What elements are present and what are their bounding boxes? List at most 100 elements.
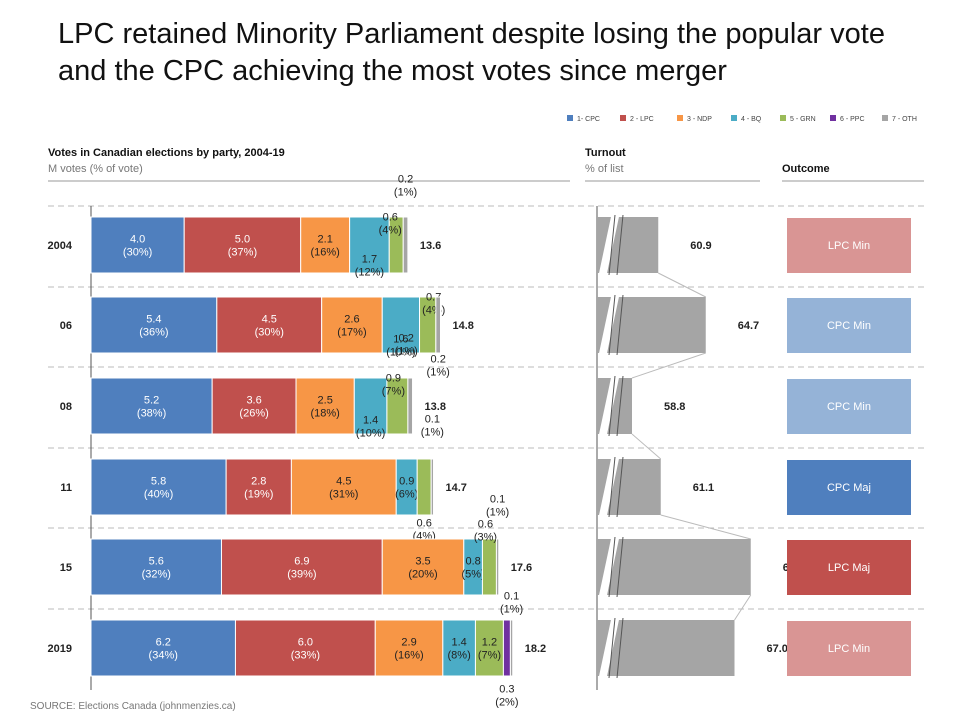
axis-break-line [608,294,616,356]
data-label-cpc: 5.4 (36%) [139,314,168,339]
turnout-label: 64.7 [738,320,759,332]
data-label-grn: 1.2 (7%) [478,637,501,662]
bar-ndp [290,458,397,516]
legend-label: 2 - LPC [630,116,654,123]
legend-item-lpc: 2 - LPC [620,115,654,123]
outcome-06: CPC Min [787,298,911,353]
total-label: 13.6 [420,240,441,252]
legend-label: 4 - BQ [741,116,762,123]
total-label: 14.7 [446,482,467,494]
legend-label: 6 - PPC [840,116,865,123]
legend-item-grn: 5 - GRN [780,115,816,123]
outcome-2004: LPC Min [787,218,911,273]
bar-ndp [374,619,444,677]
data-label-grn: 0.6 (4%) [379,212,402,237]
bar-lpc [211,377,297,435]
data-label-ndp: 4.5 (31%) [329,476,358,501]
axis-break-line [616,375,624,437]
outcome-boxes: LPC Min CPC Min CPC Min CPC Maj LPC Maj LPC M… [787,218,911,676]
data-label-oth: 0.2 (1%) [394,174,417,199]
axis-break-gap [598,215,620,275]
axis-break-gap [598,295,620,355]
category-label: 11 [60,482,72,494]
bar-oth [509,619,514,677]
legend-label: 7 - OTH [892,116,917,123]
legend-item-bq: 4 - BQ [731,115,762,123]
legend-item-oth: 7 - OTH [882,115,917,123]
data-label-bq: 1.4 (10%) [356,415,385,440]
data-label-bq: 1.4 (8%) [448,637,471,662]
outcome-label: LPC Maj [828,562,870,574]
total-label: 14.8 [453,320,474,332]
category-label: 08 [60,401,72,413]
bar-ppc [502,619,511,677]
data-label-ndp: 2.6 (17%) [337,314,366,339]
panel-headers: Votes in Canadian elections by party, 20… [48,147,924,182]
bar-row-15: 15 5.6 (32%) 6.9 (39%) 3.5 (20%) 0.8 (5%) 0.6 (3%)… [60,494,532,596]
total-label: 18.2 [525,643,546,655]
outcome-panel-title: Outcome [782,163,830,175]
turnout-panel-subtitle: % of list [585,163,624,175]
bar-grn [416,458,432,516]
outcome-box [787,540,911,595]
outcome-box [787,218,911,273]
turnout-label: 60.9 [690,240,711,252]
bar-ndp [321,296,383,354]
axis-break-gap [598,457,620,517]
data-label-bq: 1.7 (12%) [355,254,384,279]
turnout-bar [597,539,751,595]
bar-grn [474,619,504,677]
turnout-row-11: 61.1 [597,456,751,540]
legend-swatch [780,115,786,121]
category-label: 2004 [48,240,73,252]
data-label-cpc: 4.0 (30%) [123,234,152,259]
source-note: SOURCE: Elections Canada (johnmenzies.ca… [30,701,236,712]
axis-break-gap [598,537,620,597]
row-dividers [48,205,924,690]
data-label-oth: 0.1 (1%) [486,494,509,519]
legend-label: 1- CPC [577,116,600,123]
axis-break-line [608,536,616,598]
data-label-cpc: 6.2 (34%) [149,637,178,662]
legend-label: 5 - GRN [790,116,816,123]
bar-row-08: 08 5.2 (38%) 3.6 (26%) 2.5 (18%) 1.4 (10%) 0.9 (7%… [60,333,446,440]
turnout-connector [660,514,751,540]
outcome-label: LPC Min [828,240,870,252]
data-label-lpc: 5.0 (37%) [228,234,257,259]
axis-break-line [616,294,624,356]
outcome-11: CPC Maj [787,460,911,515]
turnout-bars: 60.9 64.7 58.8 61.1 68.3 67.0 [596,206,804,690]
vote-bars: 2004 4.0 (30%) 5.0 (37%) 2.1 (16%) 1.7 (12%) 0.6(… [48,174,547,709]
legend-item-ppc: 6 - PPC [830,115,865,123]
turnout-label: 67.0 [767,643,788,655]
bar-bq [381,296,421,354]
category-label: 15 [60,562,72,574]
turnout-label: 58.8 [664,401,685,413]
category-label: 2019 [48,643,72,655]
axis-break-line [616,456,624,518]
legend-swatch [677,115,683,121]
bar-cpc [90,377,213,435]
data-label-cpc: 5.6 (32%) [142,556,171,581]
bar-bq [349,216,390,274]
bar-lpc [220,538,383,596]
data-label-grn: 0.6 (3%) [474,519,497,544]
data-label-cpc: 5.8 (40%) [144,476,173,501]
bar-ndp [295,377,355,435]
turnout-row-06: 64.7 [597,294,759,379]
bar-cpc [90,296,218,354]
axis-break-line [608,617,616,679]
data-label-ppc: 0.3 (2%) [495,684,518,709]
votes-panel-subtitle: M votes (% of vote) [48,163,143,175]
data-label-oth: 0.1 (1%) [421,414,444,439]
turnout-connector [734,594,752,621]
axis-break-line [608,456,616,518]
legend-label: 3 - NDP [687,116,712,123]
data-label-bq: 0.9 (6%) [395,476,418,501]
legend-item-ndp: 3 - NDP [677,115,712,123]
data-label-lpc: 6.0 (33%) [291,637,320,662]
axis-break-line [616,214,624,276]
data-label-bq: 1.6 (10%) [386,334,415,359]
turnout-row-08: 58.8 [597,375,685,460]
bar-cpc [90,216,185,274]
